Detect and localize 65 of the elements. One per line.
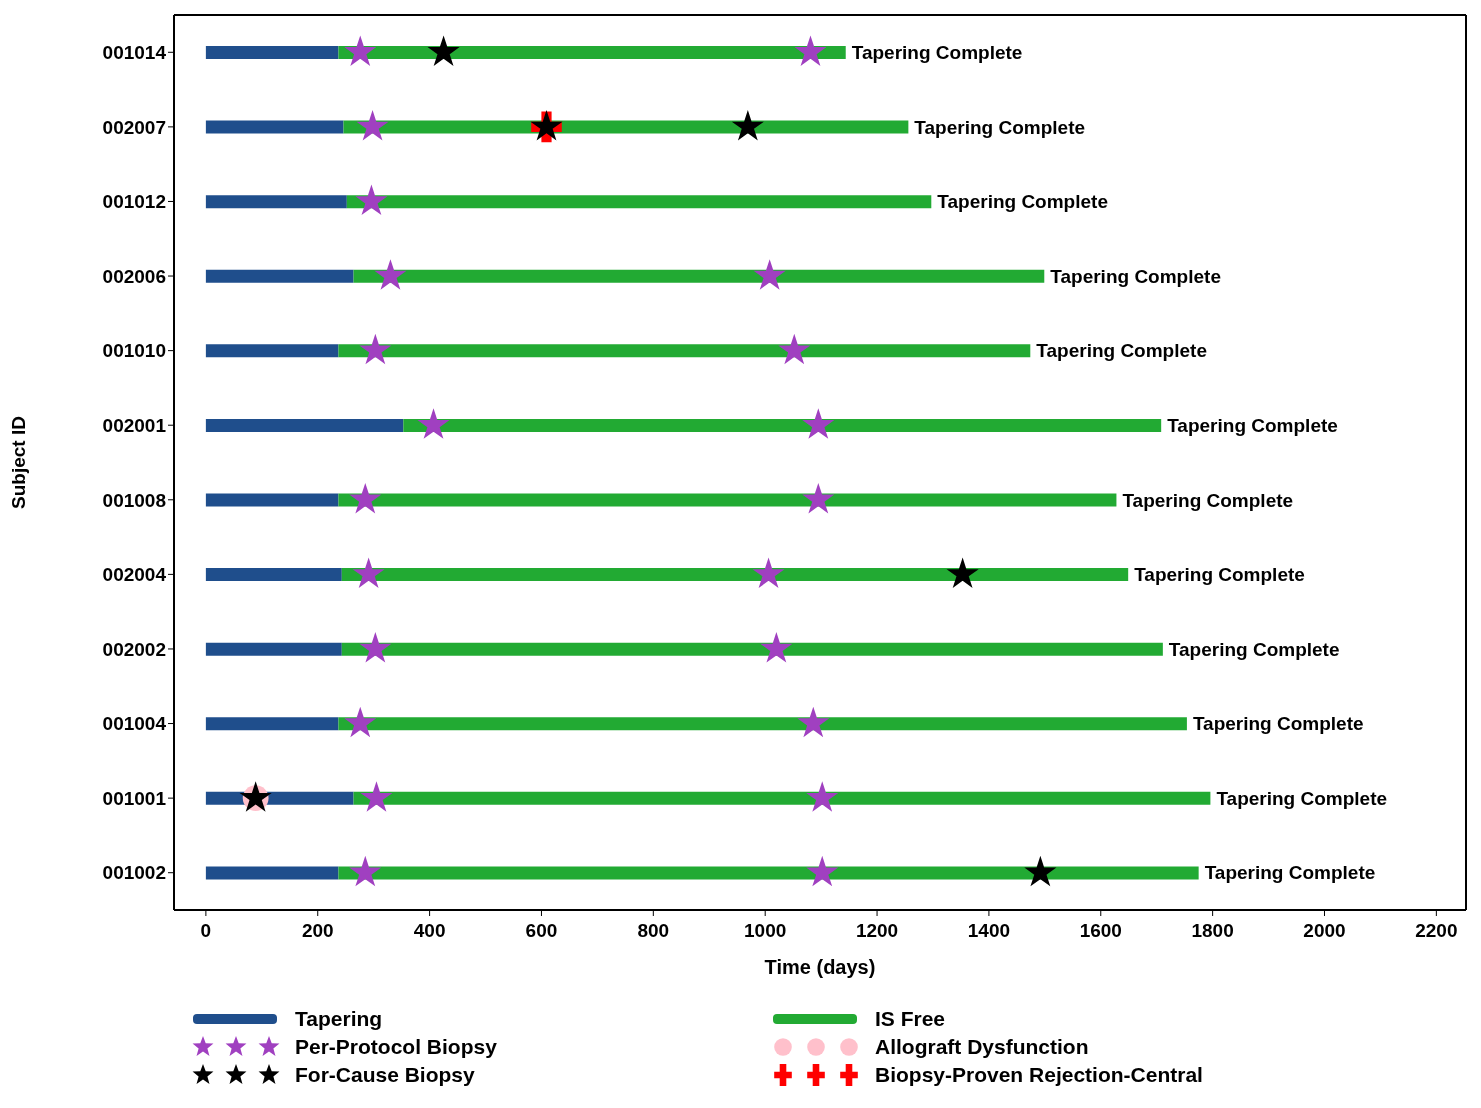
bar	[205, 568, 342, 582]
x-tick-label: 800	[637, 920, 670, 942]
bar	[205, 269, 354, 283]
x-tick-label: 200	[301, 920, 334, 942]
bar	[403, 418, 1162, 432]
y-tick-label: 002001	[102, 414, 167, 436]
bar	[205, 344, 339, 358]
annotation: Tapering Complete	[1036, 340, 1207, 362]
bar	[346, 195, 932, 209]
y-tick-label: 001014	[102, 42, 167, 64]
bar	[353, 269, 1045, 283]
legend-label: For-Cause Biopsy	[295, 1063, 475, 1087]
x-tick-label: 2000	[1303, 920, 1346, 942]
legend-label: Per-Protocol Biopsy	[295, 1035, 497, 1059]
annotation: Tapering Complete	[1168, 638, 1340, 660]
legend-label: Biopsy-Proven Rejection-Central	[875, 1063, 1203, 1087]
bar	[353, 791, 1211, 805]
y-tick-label: 002004	[102, 564, 167, 586]
bar	[205, 46, 339, 59]
x-tick-label: 1600	[1079, 920, 1122, 942]
x-tick-label: 1400	[967, 920, 1011, 942]
annotation: Tapering Complete	[1216, 787, 1388, 809]
bar	[205, 493, 339, 507]
x-tick-label: 0	[200, 920, 212, 942]
x-tick-label: 400	[413, 920, 446, 942]
annotation: Tapering Complete	[914, 116, 1086, 138]
annotation: Tapering Complete	[1134, 564, 1305, 586]
annotation: Tapering Complete	[851, 42, 1023, 64]
x-tick-label: 1200	[855, 920, 899, 942]
x-axis-title: Time (days)	[764, 956, 876, 979]
y-tick-label: 001008	[102, 489, 166, 511]
bar	[205, 717, 339, 731]
bar	[341, 642, 1163, 656]
bar	[205, 418, 404, 432]
bar	[338, 344, 1031, 358]
annotation: Tapering Complete	[1192, 713, 1364, 735]
x-tick-label: 600	[525, 920, 558, 942]
y-tick-label: 001001	[102, 787, 167, 809]
x-tick-label: 2200	[1415, 920, 1458, 942]
x-tick-label: 1800	[1191, 920, 1234, 942]
annotation: Tapering Complete	[937, 191, 1108, 213]
annotation: Tapering Complete	[1122, 489, 1294, 511]
bar	[205, 642, 342, 656]
legend-label: Tapering	[295, 1007, 383, 1031]
y-tick-label: 002002	[102, 638, 166, 660]
bar	[205, 866, 339, 880]
bar	[338, 717, 1187, 731]
bar	[205, 120, 344, 134]
y-tick-label: 002006	[102, 265, 166, 287]
bar	[338, 493, 1117, 507]
bar	[338, 866, 1199, 880]
legend-label: Allograft Dysfunction	[875, 1035, 1089, 1059]
annotation: Tapering Complete	[1204, 862, 1376, 884]
y-tick-label: 001012	[102, 191, 166, 213]
annotation: Tapering Complete	[1050, 265, 1221, 287]
annotation: Tapering Complete	[1167, 414, 1338, 436]
y-tick-label: 001010	[102, 340, 166, 362]
y-tick-label: 001004	[102, 713, 167, 735]
bar	[341, 568, 1129, 582]
y-axis-title: Subject ID	[7, 416, 29, 509]
x-tick-label: 1000	[744, 920, 787, 942]
bar	[205, 195, 347, 209]
y-tick-label: 001002	[102, 862, 166, 884]
y-tick-label: 002007	[102, 116, 166, 138]
legend-label: IS Free	[875, 1007, 946, 1031]
